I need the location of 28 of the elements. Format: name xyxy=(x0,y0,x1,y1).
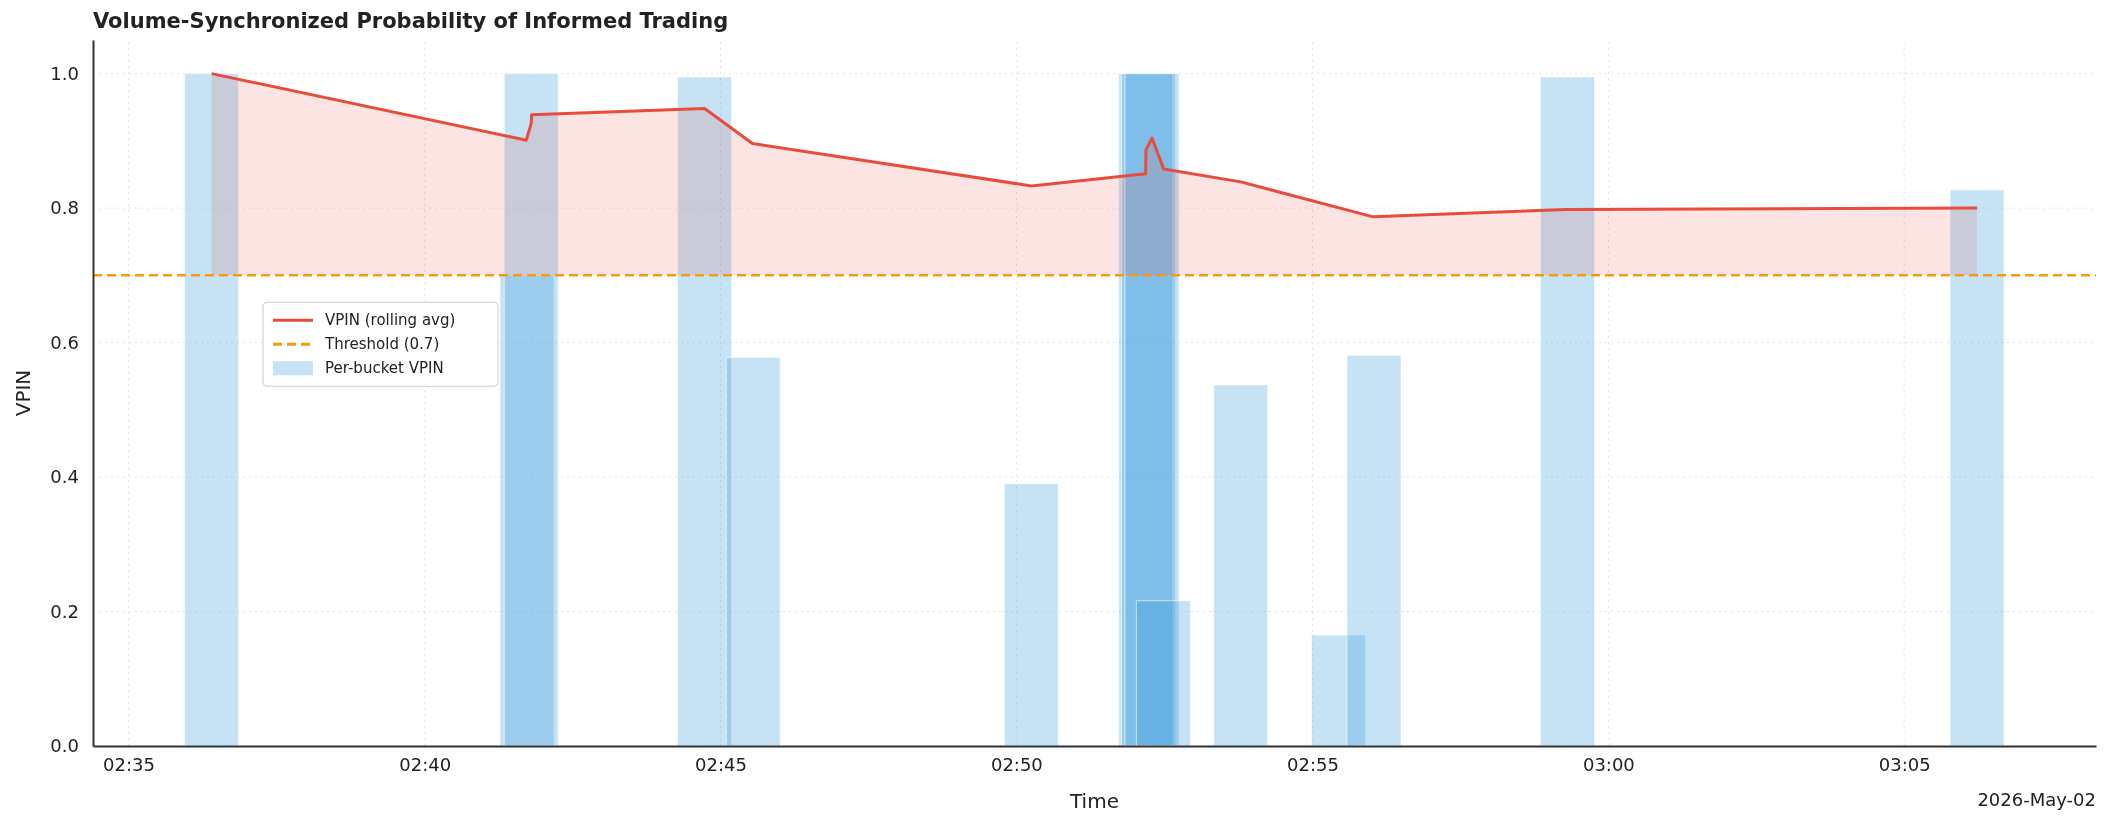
y-tick-label: 0.2 xyxy=(50,600,79,622)
x-tick-label: 02:45 xyxy=(695,753,747,775)
legend-label: Threshold (0.7) xyxy=(324,335,440,354)
x-axis-title: Time xyxy=(1069,789,1119,813)
y-tick-label: 0.4 xyxy=(50,466,79,488)
y-tick-label: 0.8 xyxy=(50,197,79,219)
y-tick-label: 1.0 xyxy=(50,62,79,84)
x-tick-label: 02:35 xyxy=(103,753,155,775)
x-tick-label: 02:55 xyxy=(1287,753,1339,775)
bar xyxy=(1346,354,1402,747)
chart-title: Volume-Synchronized Probability of Informed Trading xyxy=(93,9,729,33)
y-axis-title: VPIN xyxy=(11,369,35,417)
legend-label: VPIN (rolling avg) xyxy=(325,311,456,330)
bar xyxy=(1949,189,2005,747)
x-tick-label: 03:00 xyxy=(1582,753,1635,775)
legend-label: Per-bucket VPIN xyxy=(325,359,444,378)
x-tick-label: 03:05 xyxy=(1878,753,1931,775)
y-tick-label: 0.6 xyxy=(50,331,79,353)
bar xyxy=(1540,76,1596,747)
x-tick-label: 02:50 xyxy=(990,753,1043,775)
bar xyxy=(725,356,781,747)
x-tick-label: 02:40 xyxy=(399,753,452,775)
bar xyxy=(1003,483,1059,747)
line-series xyxy=(210,72,1979,219)
text: 2026-May-02 xyxy=(1977,789,2096,810)
bar xyxy=(1135,600,1191,747)
y-tick-label: 0.0 xyxy=(50,735,79,757)
bar xyxy=(1213,384,1269,747)
